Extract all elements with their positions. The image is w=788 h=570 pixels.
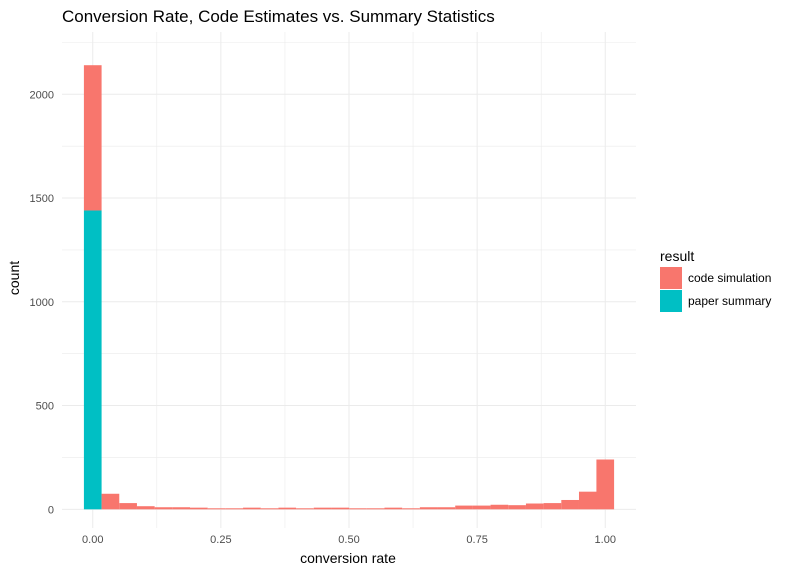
bar-code-simulation	[207, 508, 226, 510]
bar-code-simulation	[136, 506, 155, 510]
bar-code-simulation	[296, 508, 314, 510]
bar-code-simulation	[154, 507, 173, 510]
bar-paper-summary	[83, 210, 102, 510]
bar-code-simulation	[172, 507, 190, 510]
x-axis-ticks: 0.00 0.25 0.50 0.75 1.00	[82, 534, 616, 546]
bar-code-simulation	[189, 507, 208, 510]
bar-code-simulation	[101, 493, 120, 510]
y-axis-title: count	[6, 261, 22, 295]
y-tick-label: 2000	[30, 89, 54, 101]
y-tick-label: 1000	[30, 297, 54, 309]
bar-code-simulation	[243, 507, 261, 510]
bars	[83, 65, 615, 510]
x-tick-label: 1.00	[595, 534, 616, 546]
legend-swatch	[660, 267, 682, 289]
bar-code-simulation	[437, 507, 456, 510]
bar-code-simulation	[313, 507, 332, 510]
legend-label: code simulation	[688, 271, 771, 285]
bar-code-simulation	[490, 504, 509, 510]
bar-code-simulation	[278, 507, 297, 510]
chart-title: Conversion Rate, Code Estimates vs. Summ…	[62, 7, 495, 26]
y-tick-label: 500	[36, 401, 54, 413]
x-axis-title: conversion rate	[300, 550, 396, 566]
bar-code-simulation	[402, 508, 420, 510]
bar-code-simulation	[331, 507, 350, 510]
y-tick-label: 0	[48, 504, 54, 516]
x-tick-label: 0.75	[466, 534, 487, 546]
bar-code-simulation	[525, 503, 544, 510]
bar-code-simulation	[225, 508, 244, 510]
legend-title: result	[660, 248, 694, 264]
bar-code-simulation	[508, 505, 526, 510]
bar-code-simulation	[543, 503, 562, 510]
legend: result code simulation paper summary	[660, 248, 771, 312]
legend-label: paper summary	[688, 294, 771, 308]
y-axis-ticks: 0 500 1000 1500 2000	[30, 89, 54, 516]
bar-code-simulation	[578, 491, 597, 510]
bar-code-simulation	[119, 503, 137, 510]
bar-code-simulation	[260, 508, 279, 510]
bar-code-simulation	[561, 499, 579, 510]
bar-code-simulation	[83, 65, 102, 211]
x-tick-label: 0.00	[82, 534, 103, 546]
legend-swatch	[660, 290, 682, 312]
bar-code-simulation	[349, 508, 367, 510]
bar-code-simulation	[419, 507, 438, 510]
x-tick-label: 0.25	[210, 534, 231, 546]
grid-lines	[62, 32, 636, 528]
bar-code-simulation	[384, 507, 403, 510]
y-tick-label: 1500	[30, 193, 54, 205]
bar-code-simulation	[596, 459, 615, 510]
bar-code-simulation	[366, 508, 385, 510]
x-tick-label: 0.50	[338, 534, 359, 546]
bar-code-simulation	[472, 505, 491, 510]
bar-code-simulation	[455, 505, 473, 510]
